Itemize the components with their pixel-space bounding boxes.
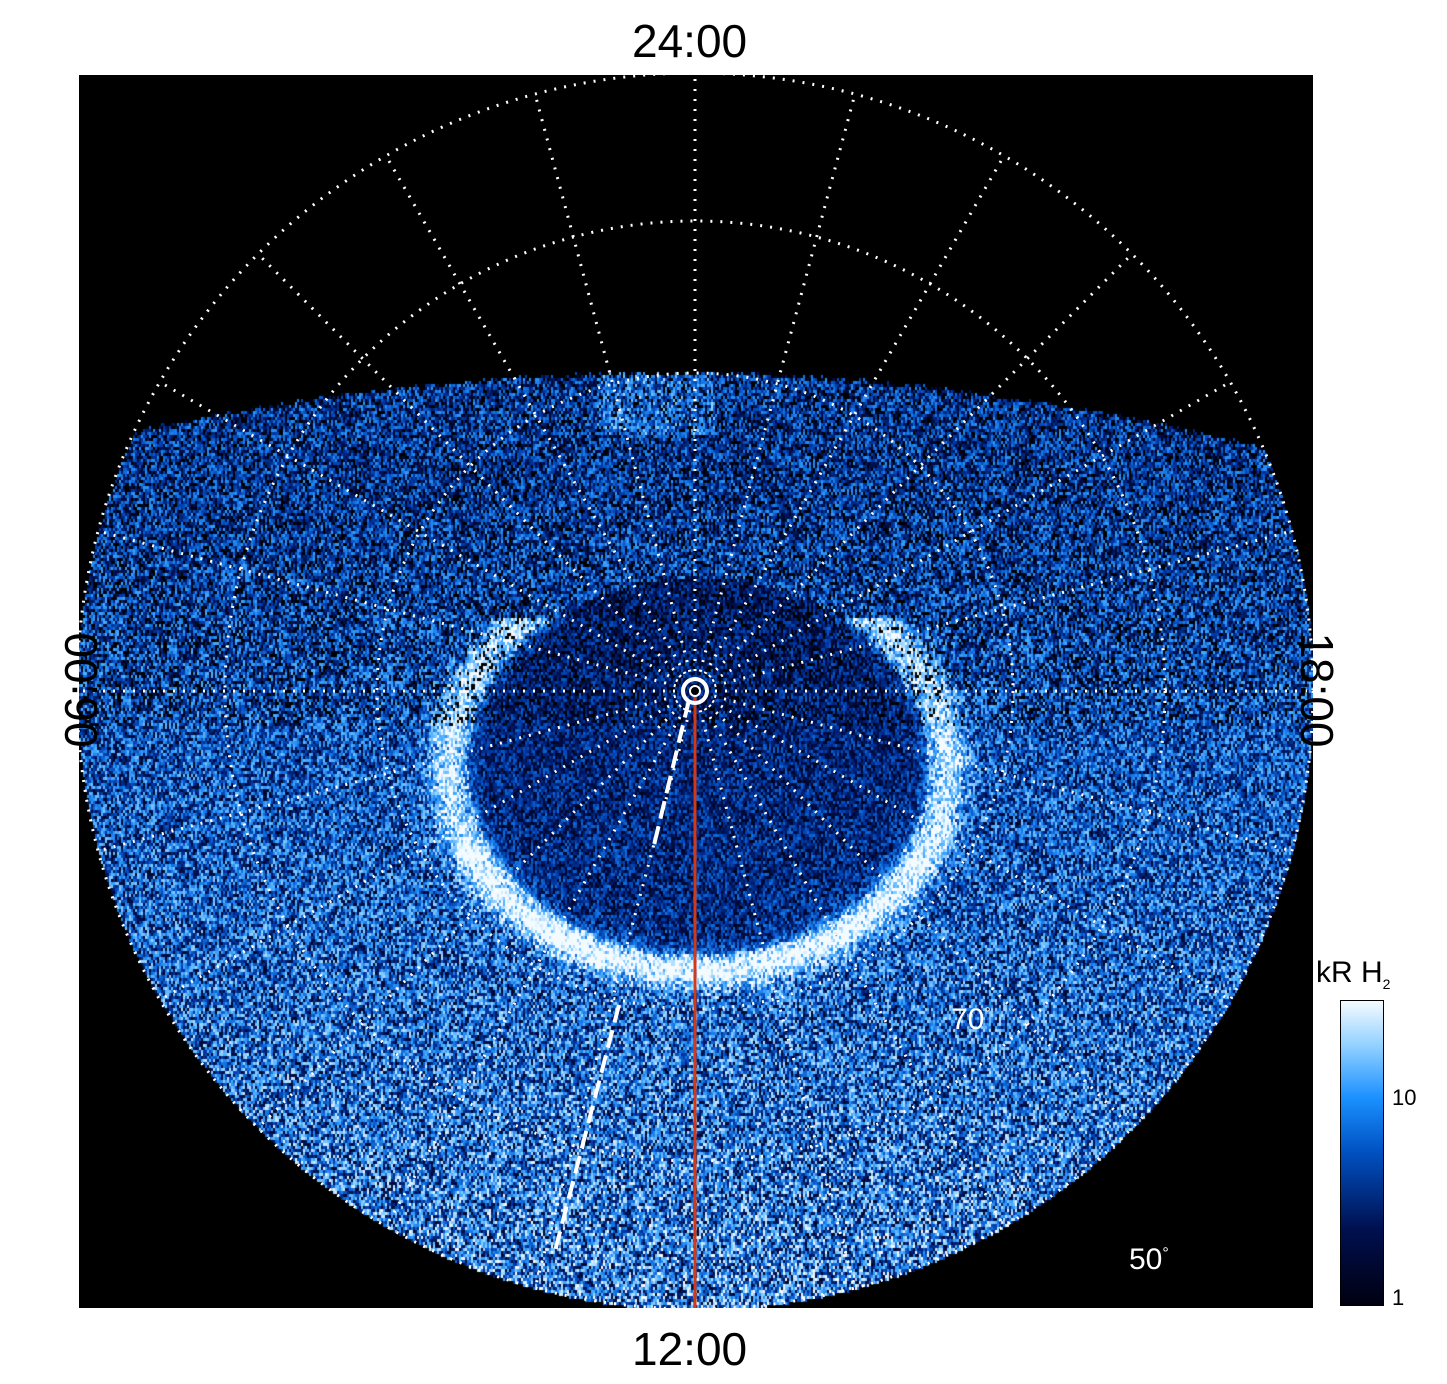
meridian-line-2 — [693, 155, 1006, 692]
colorbar — [1340, 1000, 1384, 1306]
colorbar-tick-1: 1 — [1392, 1285, 1405, 1310]
latitude-label-50: 50° — [1129, 1243, 1169, 1276]
meridian-line-5 — [694, 529, 1293, 693]
meridian-line-4 — [694, 380, 1231, 693]
meridian-line-7 — [694, 689, 1293, 853]
meridian-line-17 — [97, 689, 696, 853]
pole-dot — [689, 685, 701, 697]
meridian-line-3 — [693, 252, 1134, 693]
footprint-track-upper — [652, 699, 691, 846]
meridian-line-15 — [256, 689, 697, 1130]
meridian-line-16 — [159, 689, 696, 1002]
latitude-label-70: 70° — [951, 1003, 991, 1036]
pole-marker — [681, 677, 709, 705]
local-time-label-top: 24:00 — [632, 15, 748, 67]
polar-grid-overlay — [79, 75, 1313, 1308]
meridian-line-11 — [693, 690, 857, 1289]
local-time-label-bottom: 12:00 — [632, 1323, 748, 1375]
footprint-track-lower — [552, 1004, 621, 1256]
colorbar-title: kR H2 — [1316, 956, 1391, 992]
latitude-circle-2 — [375, 371, 1015, 1011]
meridian-line-20 — [159, 380, 696, 693]
local-time-label-left: 06:00 — [55, 632, 107, 748]
meridian-line-1 — [693, 93, 857, 692]
meridian-line-22 — [384, 155, 697, 692]
meridian-line-14 — [384, 690, 697, 1227]
local-time-label-right: 18:00 — [1291, 632, 1343, 748]
meridian-line-21 — [256, 252, 697, 693]
meridian-line-9 — [693, 689, 1134, 1130]
meridian-line-8 — [694, 689, 1231, 1002]
meridian-line-23 — [533, 93, 697, 692]
meridian-line-10 — [693, 690, 1006, 1227]
colorbar-tick-10: 10 — [1392, 1085, 1417, 1110]
meridian-line-19 — [97, 529, 696, 693]
polar-projection-panel: 70° 50° — [79, 75, 1313, 1308]
